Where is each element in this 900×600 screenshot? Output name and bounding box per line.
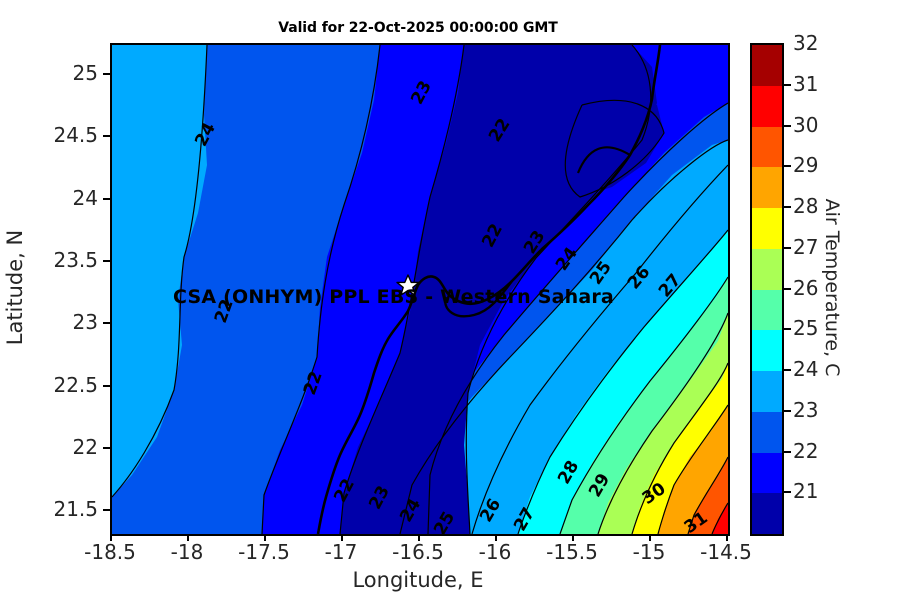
colorbar-title: Air Temperature, C [821,198,843,377]
y-axis-tick-label: 23.5 [53,247,98,272]
y-axis-title: Latitude, N [3,229,27,346]
colorbar-tick [784,491,791,494]
colorbar-tick-label: 24 [793,357,819,381]
colorbar-tick [784,369,791,371]
map-plot-area[interactable]: 24 23 22 22 23 24 25 26 27 22 22 22 23 2… [110,43,730,536]
y-axis-tick-label: 23 [72,310,98,335]
x-axis-tick [649,534,651,541]
x-axis-tick [726,534,728,541]
x-axis-tick-label: -15.5 [546,540,598,564]
x-axis-tick [187,534,189,541]
y-axis-tick-label: 21.5 [53,497,98,522]
colorbar-tick-label: 32 [793,31,819,55]
x-axis-tick-label: -14.5 [700,540,752,564]
colorbar-tick [784,409,791,412]
colorbar-tick [784,124,791,127]
colorbar[interactable] [750,43,784,536]
colorbar-tick [784,287,791,290]
x-axis-tick [110,534,112,541]
colorbar-tick-label: 25 [793,316,819,341]
colorbar-band [752,45,782,86]
coastline-inlet [444,280,513,318]
contour-plot-svg: 24 23 22 22 23 24 25 26 27 22 22 22 23 2… [112,45,728,534]
colorbar-tick-label: 21 [793,479,819,504]
star-marker[interactable] [396,274,420,296]
page-title: Valid for 22-Oct-2025 00:00:00 GMT [278,20,558,36]
y-axis-tick [103,446,110,449]
colorbar-tick-label: 23 [793,397,819,422]
colorbar-tick [784,450,791,453]
x-axis-tick-label: -17 [324,540,358,564]
band-21-22-ne-lobe [560,93,664,197]
colorbar-tick-label: 28 [793,194,819,218]
y-axis-tick [103,197,110,200]
colorbar-tick-label: 30 [793,112,819,137]
x-axis-tick [264,534,266,541]
colorbar-tick [784,328,791,331]
colorbar-band [752,411,782,453]
x-axis-tick-label: -16 [478,540,512,564]
x-axis-tick-label: -16.5 [392,540,444,564]
colorbar-band [752,330,782,371]
y-axis-tick [103,322,110,325]
colorbar-tick-label: 22 [793,438,819,463]
y-axis-tick [103,384,110,387]
colorbar-band [752,167,782,208]
y-axis-tick [103,509,110,512]
colorbar-tick-label: 31 [793,71,819,96]
colorbar-band [752,452,782,494]
y-axis-tick-label: 24 [72,185,98,210]
x-axis-tick-label: -15 [632,540,666,564]
colorbar-tick [784,246,791,249]
colorbar-band [752,85,782,127]
colorbar-tick-label: 26 [793,275,819,300]
colorbar-tick [784,206,791,208]
colorbar-tick-label: 27 [793,234,819,259]
x-axis-title: Longitude, E [352,568,484,592]
coastline-north-bay [576,146,631,174]
colorbar-tick [784,83,791,86]
colorbar-band [752,493,782,534]
colorbar-band [752,248,782,290]
colorbar-band [752,126,782,168]
contour-lines [112,45,728,534]
y-axis-tick-label: 22.5 [53,372,98,397]
colorbar-band [752,208,782,249]
y-axis-tick [103,135,110,138]
x-axis-tick [495,534,497,541]
x-axis-tick [341,534,343,541]
site-label: CSA (ONHYM) PPL EBS - Western Sahara [173,286,614,308]
x-axis-tick-label: -18.5 [84,540,136,564]
x-axis-tick [418,534,420,541]
colorbar-band [752,371,782,412]
y-axis-tick-label: 25 [72,61,98,85]
y-axis-tick-label: 24.5 [53,123,98,148]
colorbar-tick-label: 29 [793,153,819,178]
y-axis-tick [103,259,110,262]
coastline [316,45,662,534]
x-axis-tick [572,534,574,541]
y-axis-tick-label: 22 [72,434,98,459]
y-axis-tick [103,73,110,75]
colorbar-band [752,289,782,331]
band-30-31 [688,457,728,534]
x-axis-tick-label: -18 [170,540,204,564]
x-axis-tick-label: -17.5 [238,540,290,564]
colorbar-tick [784,165,791,168]
